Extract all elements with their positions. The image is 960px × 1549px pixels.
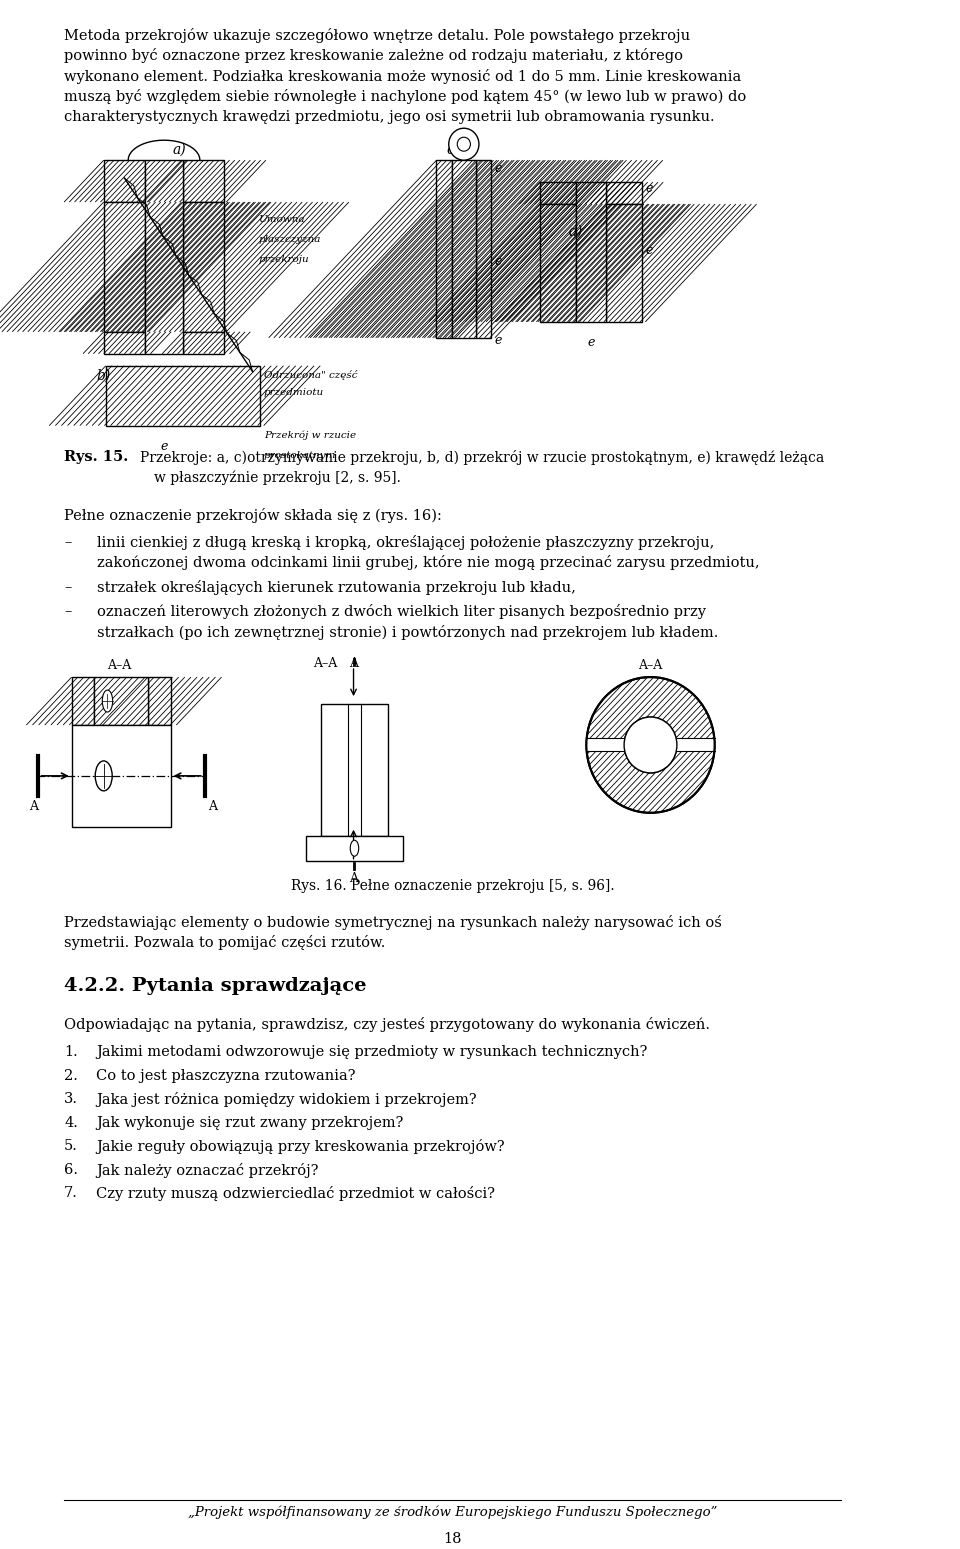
Bar bbox=[576, 183, 606, 322]
Text: w płaszczyźnie przekroju [2, s. 95].: w płaszczyźnie przekroju [2, s. 95]. bbox=[154, 469, 400, 485]
Text: 3.: 3. bbox=[64, 1092, 78, 1106]
Ellipse shape bbox=[350, 840, 359, 857]
Bar bbox=[94, 677, 148, 725]
Text: przedmiotu: przedmiotu bbox=[264, 387, 324, 397]
Text: 7.: 7. bbox=[64, 1187, 78, 1200]
Text: 6.: 6. bbox=[64, 1163, 78, 1177]
Bar bbox=[540, 183, 576, 204]
Text: Metoda przekrojów ukazuje szczegółowo wnętrze detalu. Pole powstałego przekroju: Metoda przekrojów ukazuje szczegółowo wn… bbox=[64, 28, 690, 43]
Text: b): b) bbox=[96, 369, 110, 383]
Text: Przekrój w rzucie: Przekrój w rzucie bbox=[264, 431, 356, 440]
Text: 18: 18 bbox=[444, 1532, 462, 1546]
Text: e: e bbox=[495, 256, 502, 268]
Text: przekroju: przekroju bbox=[258, 256, 309, 263]
Text: Jakie reguły obowiązują przy kreskowania przekrojów?: Jakie reguły obowiązują przy kreskowania… bbox=[96, 1139, 505, 1154]
Text: –: – bbox=[64, 604, 71, 618]
Text: Odrzucona" część: Odrzucona" część bbox=[264, 370, 357, 380]
Circle shape bbox=[624, 717, 677, 773]
Ellipse shape bbox=[95, 761, 112, 792]
Text: e: e bbox=[646, 183, 653, 195]
Text: a): a) bbox=[173, 143, 186, 156]
Text: c): c) bbox=[446, 143, 459, 156]
Bar bbox=[72, 677, 94, 725]
Bar bbox=[587, 739, 714, 751]
Text: prostokątnym: prostokątnym bbox=[264, 451, 336, 460]
Text: e: e bbox=[160, 440, 168, 452]
Bar bbox=[72, 725, 171, 827]
Bar bbox=[183, 160, 225, 201]
Text: wykonano element. Podziałka kreskowania może wynosić od 1 do 5 mm. Linie kreskow: wykonano element. Podziałka kreskowania … bbox=[64, 68, 741, 84]
Text: Przekroje: a, c)otrzymywanie przekroju, b, d) przekrój w rzucie prostokątnym, e): Przekroje: a, c)otrzymywanie przekroju, … bbox=[139, 449, 824, 465]
Bar bbox=[183, 331, 225, 353]
Text: A–A: A–A bbox=[313, 657, 337, 671]
Text: –: – bbox=[64, 534, 71, 548]
Text: Czy rzuty muszą odzwierciedlać przedmiot w całości?: Czy rzuty muszą odzwierciedlać przedmiot… bbox=[96, 1187, 495, 1200]
Ellipse shape bbox=[103, 689, 112, 713]
Text: 1.: 1. bbox=[64, 1046, 78, 1060]
Circle shape bbox=[448, 129, 479, 160]
Text: A–A: A–A bbox=[638, 660, 662, 672]
Text: Pełne oznaczenie przekrojów składa się z (rys. 16):: Pełne oznaczenie przekrojów składa się z… bbox=[64, 508, 442, 524]
Text: e: e bbox=[495, 163, 502, 175]
Text: Rys. 15.: Rys. 15. bbox=[64, 449, 129, 463]
Bar bbox=[145, 160, 183, 353]
Circle shape bbox=[457, 138, 470, 152]
Text: d): d) bbox=[568, 225, 583, 239]
Bar bbox=[437, 160, 451, 338]
Text: A: A bbox=[30, 799, 38, 813]
Text: oznaczeń literowych złożonych z dwóch wielkich liter pisanych bezpośrednio przy: oznaczeń literowych złożonych z dwóch wi… bbox=[97, 604, 707, 620]
Bar bbox=[606, 204, 642, 322]
Text: 4.2.2. Pytania sprawdzające: 4.2.2. Pytania sprawdzające bbox=[64, 977, 367, 996]
Text: –: – bbox=[64, 579, 71, 593]
Bar bbox=[476, 160, 492, 338]
Text: A–A: A–A bbox=[107, 660, 131, 672]
Bar bbox=[451, 160, 476, 338]
Text: Jaka jest różnica pomiędzy widokiem i przekrojem?: Jaka jest różnica pomiędzy widokiem i pr… bbox=[96, 1092, 477, 1108]
Text: 2.: 2. bbox=[64, 1069, 78, 1083]
Bar bbox=[321, 705, 389, 836]
Bar bbox=[106, 366, 260, 426]
Text: Umowna: Umowna bbox=[258, 215, 305, 225]
Text: charakterystycznych krawędzi przedmiotu, jego osi symetrii lub obramowania rysun: charakterystycznych krawędzi przedmiotu,… bbox=[64, 110, 715, 124]
Bar bbox=[104, 201, 145, 331]
Text: Jak wykonuje się rzut zwany przekrojem?: Jak wykonuje się rzut zwany przekrojem? bbox=[96, 1115, 403, 1129]
Text: A: A bbox=[349, 872, 358, 884]
Bar bbox=[104, 160, 145, 201]
Text: e: e bbox=[495, 333, 502, 347]
Text: e: e bbox=[646, 245, 653, 257]
Bar bbox=[183, 201, 225, 331]
Text: Jakimi metodami odwzorowuje się przedmioty w rysunkach technicznych?: Jakimi metodami odwzorowuje się przedmio… bbox=[96, 1046, 648, 1060]
Bar bbox=[148, 677, 171, 725]
Text: Rys. 16. Pełne oznaczenie przekroju [5, s. 96].: Rys. 16. Pełne oznaczenie przekroju [5, … bbox=[291, 878, 614, 892]
Text: Jak należy oznaczać przekrój?: Jak należy oznaczać przekrój? bbox=[96, 1163, 319, 1177]
Text: zakończonej dwoma odcinkami linii grubej, które nie mogą przecinać zarysu przedm: zakończonej dwoma odcinkami linii grubej… bbox=[97, 556, 759, 570]
Text: 5.: 5. bbox=[64, 1139, 78, 1152]
Text: strzałkach (po ich zewnętrznej stronie) i powtórzonych nad przekrojem lub kładem: strzałkach (po ich zewnętrznej stronie) … bbox=[97, 624, 718, 640]
Text: symetrii. Pozwala to pomijać części rzutów.: symetrii. Pozwala to pomijać części rzut… bbox=[64, 936, 386, 950]
Text: strzałek określających kierunek rzutowania przekroju lub kładu,: strzałek określających kierunek rzutowan… bbox=[97, 579, 576, 595]
Text: Przedstawiając elementy o budowie symetrycznej na rysunkach należy narysować ich: Przedstawiając elementy o budowie symetr… bbox=[64, 914, 722, 929]
Text: e: e bbox=[588, 336, 595, 349]
Text: A: A bbox=[349, 657, 358, 671]
Text: płaszczyzna: płaszczyzna bbox=[258, 235, 321, 245]
Text: „Projekt współfinansowany ze środków Europejskiego Funduszu Społecznego”: „Projekt współfinansowany ze środków Eur… bbox=[188, 1506, 717, 1520]
Text: A: A bbox=[208, 799, 217, 813]
Bar bbox=[540, 204, 576, 322]
Bar bbox=[606, 183, 642, 204]
Circle shape bbox=[624, 717, 677, 773]
Bar bbox=[104, 331, 145, 353]
Bar bbox=[306, 836, 402, 861]
Text: powinno być oznaczone przez kreskowanie zależne od rodzaju materiału, z którego: powinno być oznaczone przez kreskowanie … bbox=[64, 48, 684, 64]
Text: Co to jest płaszczyzna rzutowania?: Co to jest płaszczyzna rzutowania? bbox=[96, 1069, 355, 1083]
Text: linii cienkiej z długą kreską i kropką, określającej położenie płaszczyzny przek: linii cienkiej z długą kreską i kropką, … bbox=[97, 534, 714, 550]
Circle shape bbox=[587, 677, 714, 813]
Text: muszą być względem siebie równoległe i nachylone pod kątem 45° (w lewo lub w pra: muszą być względem siebie równoległe i n… bbox=[64, 90, 746, 104]
Text: 4.: 4. bbox=[64, 1115, 78, 1129]
Text: Odpowiadając na pytania, sprawdzisz, czy jesteś przygotowany do wykonania ćwicze: Odpowiadając na pytania, sprawdzisz, czy… bbox=[64, 1018, 710, 1032]
